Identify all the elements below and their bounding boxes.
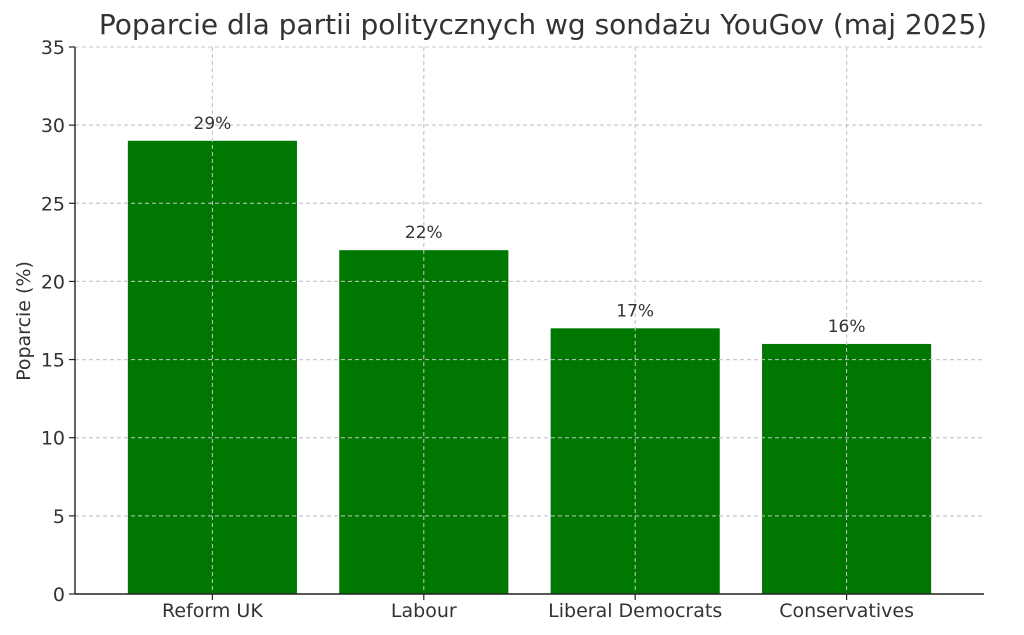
axes (69, 46, 984, 600)
x-tick-label: Reform UK (162, 600, 263, 622)
y-tick-label: 5 (53, 506, 65, 528)
labels: 0 5 10 15 20 25 30 35 Reform UK Labour Liberal Dem… (41, 37, 914, 622)
bar-value-label: 16% (828, 317, 866, 337)
bar-value-label: 29% (194, 114, 232, 134)
y-tick-label: 25 (41, 193, 65, 215)
y-tick-label: 35 (41, 37, 65, 59)
x-tick-label: Labour (391, 600, 457, 622)
y-tick-label: 15 (41, 350, 65, 372)
bars (75, 46, 984, 594)
y-tick-label: 10 (41, 428, 65, 450)
bar-value-label: 17% (616, 301, 654, 321)
y-axis-label: Poparcie (%) (13, 261, 35, 381)
y-tick-label: 20 (41, 271, 65, 293)
bar-value-label: 22% (405, 223, 443, 243)
y-tick-label: 0 (53, 584, 65, 606)
y-tick-label: 30 (41, 115, 65, 137)
chart-title: Poparcie dla partii politycznych wg sond… (99, 8, 987, 41)
x-tick-label: Conservatives (779, 600, 914, 622)
x-tick-label: Liberal Democrats (548, 600, 722, 622)
